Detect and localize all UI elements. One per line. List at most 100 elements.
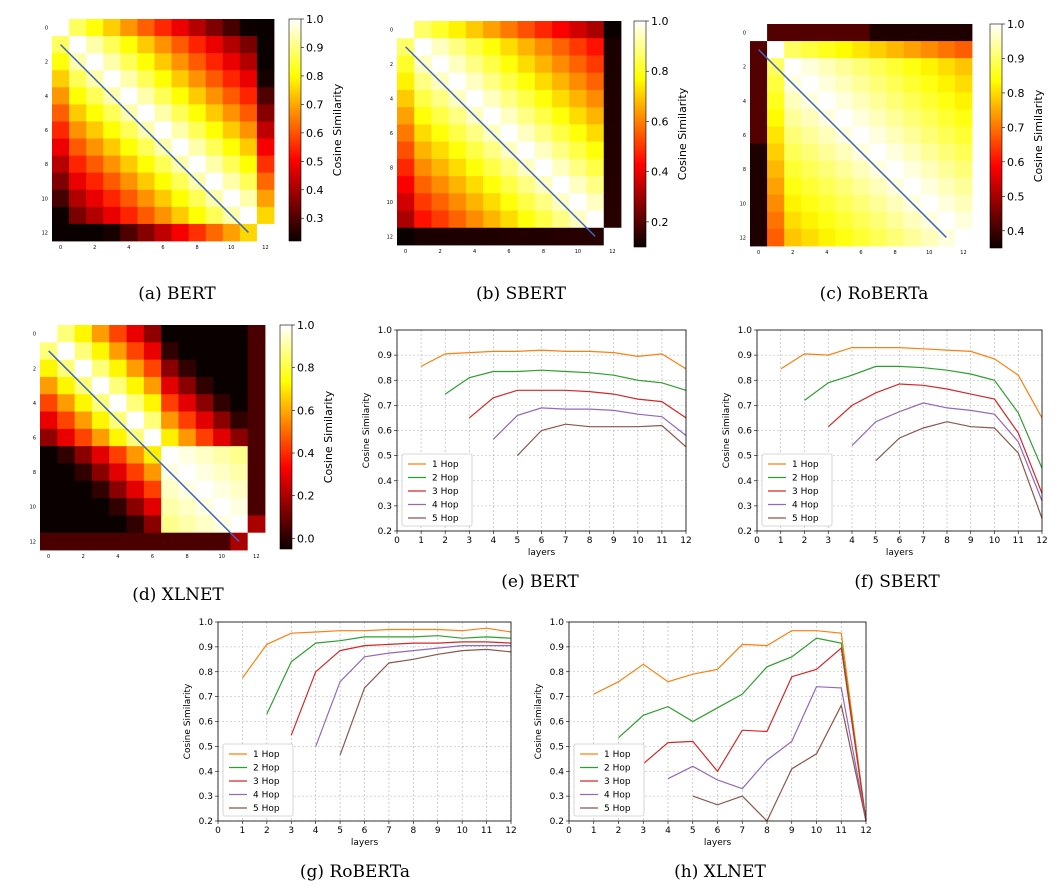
- heatmap-cell: [835, 177, 853, 196]
- heatmap-cell: [517, 72, 536, 91]
- series-line-5-hop: [516, 423, 687, 457]
- heatmap-cell: [784, 126, 802, 144]
- heatmap-cell: [500, 72, 519, 91]
- colorbar-tick-label: 1.0: [1007, 18, 1025, 31]
- heatmap-cell: [213, 428, 231, 447]
- x-tick-label: 2: [93, 245, 96, 251]
- y-tick-label: 0.8: [550, 668, 565, 678]
- y-tick-label: 0: [45, 26, 48, 32]
- series-line-1-hop: [241, 627, 512, 679]
- series-line-5-hop: [692, 703, 867, 823]
- heatmap-cell: [161, 428, 179, 447]
- heatmap-cell: [534, 72, 553, 91]
- heatmap-cell: [448, 176, 467, 194]
- heatmap-cell: [414, 89, 432, 108]
- y-tick-label: 8: [33, 470, 36, 476]
- series-line-3-hop: [827, 383, 1043, 494]
- heatmap-cell: [195, 342, 214, 361]
- colorbar-tick-label: 0.9: [306, 41, 324, 54]
- heatmap-cell: [465, 55, 484, 74]
- x-tick-label: 8: [410, 826, 416, 836]
- heatmap-cell: [143, 515, 162, 534]
- heatmap-cell: [205, 155, 224, 174]
- heatmap-cell: [852, 75, 870, 93]
- heatmap-cell: [603, 89, 622, 108]
- heatmap-cell: [40, 446, 58, 464]
- heatmap-cell: [178, 359, 197, 378]
- x-tick-label: 2: [264, 826, 270, 836]
- heatmap-cell: [154, 223, 172, 242]
- heatmap-cell: [750, 194, 768, 213]
- heatmap-cell: [91, 359, 110, 378]
- x-tick-label: 4: [473, 249, 476, 255]
- y-tick-label: 0.7: [378, 401, 392, 411]
- panel-caption: (a) BERT: [138, 284, 216, 304]
- legend-entry: 4 Hop: [253, 791, 280, 801]
- heatmap-cell: [222, 53, 241, 71]
- panel-caption: (f) SBERT: [854, 572, 940, 592]
- heatmap-cell: [161, 394, 179, 412]
- heatmap-cell: [52, 206, 70, 225]
- heatmap-cell: [534, 210, 553, 229]
- heatmap-cell: [397, 124, 415, 143]
- heatmap-cell: [52, 189, 70, 208]
- heatmap-cell: [586, 21, 605, 39]
- heatmap-cell: [171, 121, 190, 139]
- heatmap-cell: [465, 124, 484, 143]
- heatmap-cell: [937, 211, 956, 230]
- heatmap-cell: [126, 342, 145, 361]
- heatmap-cell: [835, 75, 853, 93]
- heatmap-cell: [835, 92, 853, 110]
- legend-entry: 3 Hop: [432, 487, 459, 497]
- heatmap-cell: [161, 515, 179, 534]
- heatmap-cell: [552, 55, 570, 74]
- heatmap-cell: [886, 143, 905, 162]
- y-tick-label: 0.2: [199, 817, 213, 827]
- heatmap-cell: [57, 376, 76, 395]
- x-tick-label: 8: [587, 536, 593, 546]
- heatmap-cell: [74, 480, 93, 499]
- heatmap-cell: [552, 176, 570, 194]
- heatmap-cell: [414, 107, 432, 125]
- heatmap-cell: [171, 87, 190, 105]
- x-tick-label: 12: [505, 826, 516, 836]
- x-tick-label: 8: [894, 250, 897, 256]
- legend: [401, 453, 473, 527]
- x-tick-label: 6: [161, 245, 164, 251]
- panel-caption: (g) RoBERTa: [300, 862, 410, 882]
- heatmap-cell: [57, 342, 76, 361]
- heatmap-cell: [397, 176, 415, 194]
- heatmap-cell: [178, 515, 197, 534]
- y-tick-label: 12: [387, 234, 393, 240]
- heatmap-cell: [109, 342, 127, 361]
- line-panel-sbert: 0 1 2 3 4 5 6 7 8 9 10 11 120.20.30.40.50.60.70.80.9…: [722, 326, 1048, 592]
- heatmap-cell: [52, 70, 70, 88]
- heatmap-cell: [205, 223, 224, 242]
- heatmap-cell: [205, 121, 224, 139]
- colorbar-tick-label: 0.7: [1007, 121, 1025, 134]
- colorbar-tick-label: 0.4: [1007, 225, 1025, 238]
- heatmap-cell: [120, 53, 138, 71]
- colorbar-tick-label: 0.4: [297, 447, 315, 460]
- heatmap-cell: [86, 36, 104, 54]
- diagonal-line: [758, 49, 947, 238]
- heatmap-cell: [603, 227, 622, 246]
- heatmap-cell: [586, 141, 605, 160]
- heatmap-cell: [188, 121, 207, 139]
- heatmap-cell: [397, 107, 415, 125]
- heatmap-cell: [109, 498, 127, 516]
- y-tick-label: 0.7: [550, 693, 564, 703]
- colorbar-tick-label: 0.5: [1007, 190, 1025, 203]
- heatmap-cell: [239, 70, 258, 88]
- x-tick-label: 10: [219, 554, 225, 560]
- heatmap-cell: [431, 193, 450, 211]
- heatmap-cell: [188, 36, 207, 54]
- x-tick-label: 7: [739, 826, 745, 836]
- y-tick-label: 0.3: [199, 792, 213, 802]
- heatmap-cell: [154, 155, 172, 174]
- heatmap-cell: [448, 141, 467, 160]
- x-tick-label: 0: [404, 249, 407, 255]
- heatmap-cell: [852, 160, 870, 179]
- x-tick-label: 12: [262, 245, 268, 251]
- heatmap-cell: [195, 532, 214, 551]
